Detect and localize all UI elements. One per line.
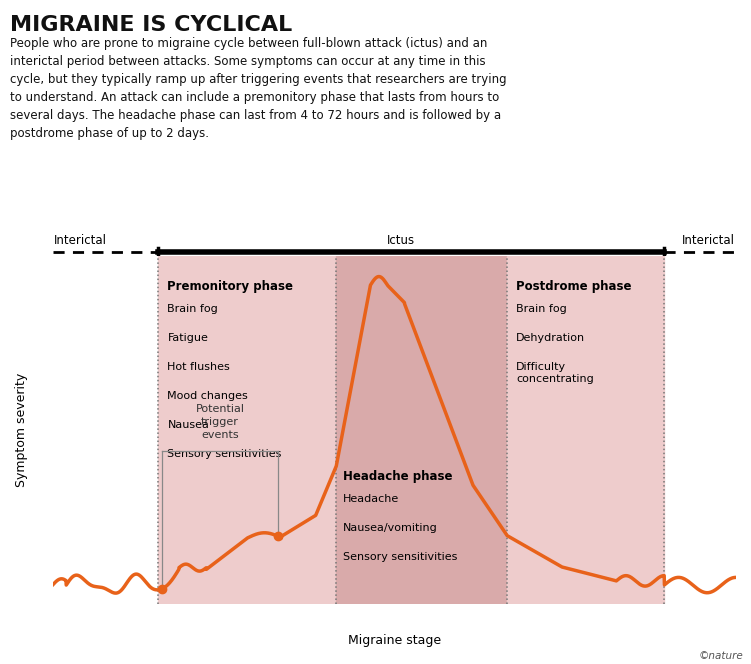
Text: Migraine stage: Migraine stage xyxy=(348,634,441,647)
Text: Hot flushes: Hot flushes xyxy=(167,363,230,373)
Text: People who are prone to migraine cycle between full-blown attack (ictus) and an
: People who are prone to migraine cycle b… xyxy=(10,37,506,139)
Text: Nausea/vomiting: Nausea/vomiting xyxy=(343,523,438,533)
Text: Brain fog: Brain fog xyxy=(516,304,567,315)
Text: Sensory sensitivities: Sensory sensitivities xyxy=(167,449,282,459)
Text: Ictus: Ictus xyxy=(387,234,415,246)
Text: Headache phase: Headache phase xyxy=(343,470,453,483)
Text: Postdrome phase: Postdrome phase xyxy=(516,280,632,293)
Text: Headache: Headache xyxy=(343,495,400,505)
Text: MIGRAINE IS CYCLICAL: MIGRAINE IS CYCLICAL xyxy=(10,15,292,35)
Text: Brain fog: Brain fog xyxy=(167,304,218,315)
Bar xyxy=(507,256,664,604)
Text: Symptom severity: Symptom severity xyxy=(15,373,29,487)
Text: Sensory sensitivities: Sensory sensitivities xyxy=(343,552,457,562)
Text: Dehydration: Dehydration xyxy=(516,333,585,343)
Text: Nausea: Nausea xyxy=(167,420,210,430)
Text: Interictal: Interictal xyxy=(682,234,734,246)
Text: Premonitory phase: Premonitory phase xyxy=(167,280,294,293)
Text: Mood changes: Mood changes xyxy=(167,391,248,401)
Text: ©nature: ©nature xyxy=(698,651,743,661)
Bar xyxy=(158,256,336,604)
Text: Interictal: Interictal xyxy=(54,234,107,246)
Bar xyxy=(336,256,507,604)
Text: Potential
trigger
events: Potential trigger events xyxy=(195,404,245,440)
Text: Difficulty
concentrating: Difficulty concentrating xyxy=(516,363,594,384)
Text: Fatigue: Fatigue xyxy=(167,333,208,343)
